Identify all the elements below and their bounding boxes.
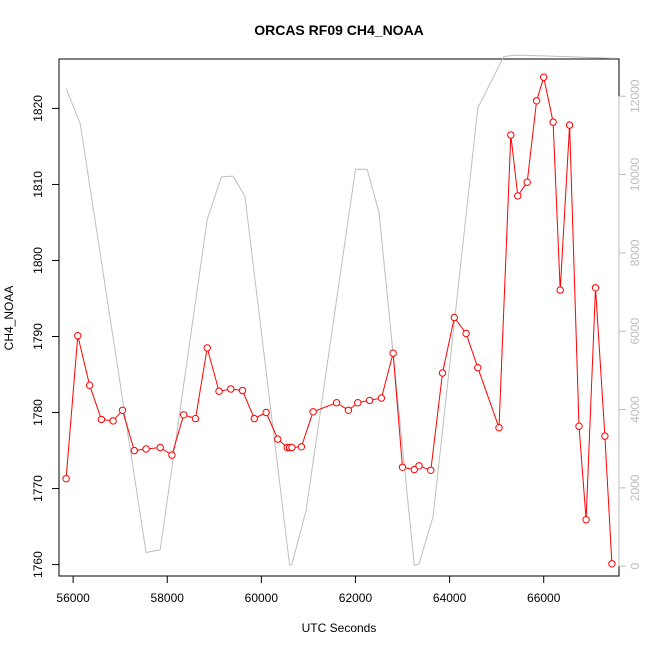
altitude-series-line (65, 54, 612, 567)
ch4-data-point (507, 131, 515, 139)
y-tick-label: 1820 (31, 95, 45, 122)
ch4-data-point (540, 73, 548, 81)
y2-tick-label: 12000 (628, 79, 642, 113)
y2-tick-label: 8000 (628, 239, 642, 266)
ch4-data-point (309, 408, 317, 416)
y2-tick-label: 2000 (628, 474, 642, 501)
y-axis-right: 0 2000 4000 6000 8000 10000 12000 (618, 79, 642, 570)
ch4-data-point (523, 178, 531, 186)
ch4-data-point (344, 406, 353, 414)
ch4-data-point (262, 408, 270, 417)
ch4-data-point (288, 443, 296, 452)
ch4-data-point (415, 462, 423, 470)
ch4-data-point (180, 411, 188, 419)
ch4-data-point (549, 118, 557, 126)
ch4-data-point (156, 443, 164, 452)
y-tick-label: 1800 (31, 247, 45, 274)
ch4-data-point (203, 344, 211, 352)
ch4-data-point (250, 414, 259, 423)
ch4-data-point (474, 364, 482, 372)
x-tick-label: 64000 (433, 591, 467, 605)
ch4-data-point (582, 516, 590, 524)
ch4-data-point (427, 466, 435, 474)
ch4-data-point (168, 451, 176, 459)
ch4-data-point (142, 445, 150, 453)
ch4-series-line (65, 77, 613, 564)
y2-tick-label: 4000 (628, 396, 642, 423)
ch4-data-point (575, 422, 583, 430)
chart-title: ORCAS RF09 CH4_NOAA (254, 22, 424, 38)
ch4-data-point (130, 446, 139, 455)
ch4-data-point (514, 192, 522, 200)
ch4-data-point (118, 406, 127, 414)
ch4-data-point (85, 381, 94, 389)
x-tick-label: 58000 (151, 591, 185, 605)
x-axis: 56000 58000 60000 62000 64000 66000 (56, 575, 561, 605)
ch4-data-point (398, 463, 407, 471)
y-tick-label: 1780 (31, 399, 45, 426)
y-tick-label: 1760 (31, 551, 45, 578)
ch4-data-point (462, 329, 470, 338)
ch4-data-point (365, 396, 374, 405)
ch4-data-point (565, 121, 574, 129)
x-tick-label: 62000 (339, 591, 373, 605)
y-axis-label: CH4_NOAA (2, 286, 16, 351)
y-tick-label: 1810 (31, 171, 45, 198)
ch4-data-point (450, 313, 458, 322)
ch4-data-point (438, 369, 447, 377)
y2-tick-label: 6000 (628, 318, 642, 345)
y-tick-label: 1770 (31, 475, 45, 502)
x-tick-label: 66000 (527, 591, 561, 605)
ch4-data-point (608, 560, 616, 568)
ch4-data-point (215, 387, 223, 395)
y2-tick-label: 10000 (628, 158, 642, 192)
y-axis-left: 1760 1770 1780 1790 1800 1810 1820 (31, 95, 60, 578)
ch4-data-point (238, 386, 247, 395)
ch4-data-point (389, 349, 397, 357)
ch4-data-point (410, 465, 418, 474)
x-tick-label: 56000 (56, 591, 90, 605)
series-layer (62, 54, 616, 568)
ch4-data-point (532, 97, 541, 105)
ch4-data-point (97, 415, 106, 424)
y-tick-label: 1790 (31, 323, 45, 350)
ch4-data-point (601, 432, 609, 440)
x-axis-label: UTC Seconds (302, 621, 377, 635)
ch4-data-point (495, 424, 503, 432)
x-tick-label: 60000 (245, 591, 279, 605)
ch4-data-point (109, 417, 117, 425)
y2-tick-label: 0 (628, 563, 642, 570)
ch4-data-point (591, 284, 600, 292)
ch4-data-point (227, 385, 235, 393)
ch4-data-point (332, 399, 341, 407)
ch4-data-point (556, 286, 564, 294)
ch4-data-point (62, 475, 70, 483)
ch4-data-point (274, 435, 282, 443)
ch4-data-point (191, 414, 200, 423)
ch4-data-point (74, 332, 82, 340)
ch4-data-point (354, 399, 362, 407)
ch4-data-point (377, 394, 386, 402)
ch4-data-point (297, 443, 306, 451)
